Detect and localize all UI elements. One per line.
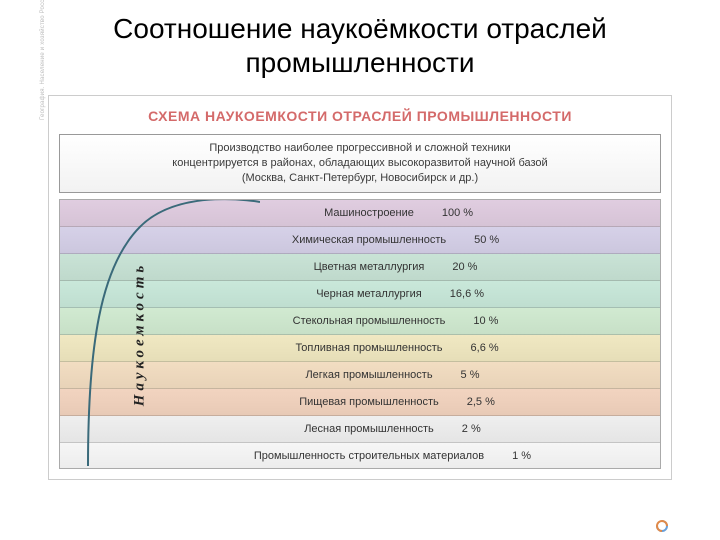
band-label: Топливная промышленность [295, 342, 442, 354]
band-label: Машиностроение [324, 207, 414, 219]
chart-area: Машиностроение 100 % Химическая промышленн… [59, 199, 661, 469]
diagram-frame: СХЕМА НАУКОЕМКОСТИ ОТРАСЛЕЙ ПРОМЫШЛЕННОС… [48, 95, 672, 480]
band-row: Черная металлургия 16,6 % [60, 281, 660, 308]
band-row: Легкая промышленность 5 % [60, 362, 660, 389]
band-label: Черная металлургия [316, 288, 422, 300]
band-label: Химическая промышленность [292, 234, 446, 246]
source-note-left: География. Население и хозяйство России.… [40, 0, 46, 120]
band-value: 1 % [512, 450, 556, 462]
band-value: 2 % [462, 423, 506, 435]
band-row: Топливная промышленность 6,6 % [60, 335, 660, 362]
band-label: Стекольная промышленность [293, 315, 446, 327]
band-value: 5 % [461, 369, 505, 381]
diagram-description: Производство наиболее прогрессивной и сл… [59, 134, 661, 193]
band-value: 2,5 % [467, 396, 511, 408]
diagram-title: СХЕМА НАУКОЕМКОСТИ ОТРАСЛЕЙ ПРОМЫШЛЕННОС… [59, 108, 661, 124]
band-value: 10 % [473, 315, 517, 327]
band-row: Промышленность строительных материалов 1 … [60, 443, 660, 469]
band-row: Лесная промышленность 2 % [60, 416, 660, 443]
band-value: 20 % [452, 261, 496, 273]
band-row: Пищевая промышленность 2,5 % [60, 389, 660, 416]
band-row: Стекольная промышленность 10 % [60, 308, 660, 335]
page-title: Соотношение наукоёмкости отраслей промыш… [0, 0, 720, 87]
band-row: Цветная металлургия 20 % [60, 254, 660, 281]
band-value: 100 % [442, 207, 486, 219]
band-label: Пищевая промышленность [299, 396, 439, 408]
band-value: 16,6 % [450, 288, 494, 300]
logo-icon [656, 520, 668, 532]
band-label: Цветная металлургия [314, 261, 425, 273]
band-label: Легкая промышленность [305, 369, 432, 381]
band-row: Химическая промышленность 50 % [60, 227, 660, 254]
band-label: Промышленность строительных материалов [254, 450, 484, 462]
band-row: Машиностроение 100 % [60, 200, 660, 227]
band-value: 50 % [474, 234, 518, 246]
band-label: Лесная промышленность [304, 423, 434, 435]
band-value: 6,6 % [471, 342, 515, 354]
